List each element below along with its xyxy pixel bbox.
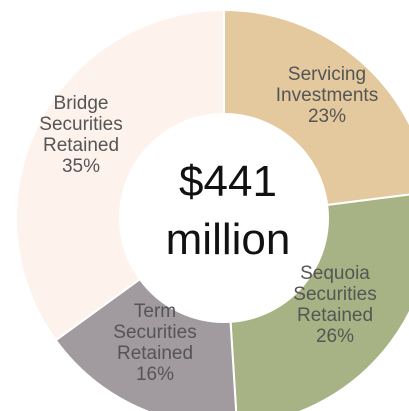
slice-label-line: Securities [113, 322, 196, 343]
slice-label-line: 35% [62, 156, 100, 177]
center-label-line: million [166, 215, 291, 264]
slice-label-servicing-investments: Servicing Investments 23% [276, 64, 378, 127]
slice-label-line: Bridge [54, 93, 109, 114]
slice-label-line: 23% [308, 106, 346, 127]
slice-sequoia-securities-retained [229, 193, 409, 411]
center-total-label: $441 million [166, 157, 291, 264]
slice-label-line: Sequoia [300, 263, 370, 284]
slice-label-line: Retained [117, 343, 193, 364]
slice-label-line: Retained [43, 135, 119, 156]
slice-label-line: Servicing [288, 64, 366, 85]
slice-term-securities-retained [54, 277, 238, 411]
slice-label-line: Investments [276, 85, 378, 106]
slice-label-term-securities-retained: Term Securities Retained 16% [113, 301, 196, 385]
slice-label-line: 26% [316, 326, 354, 347]
slice-label-line: Securities [293, 284, 376, 305]
slice-label-sequoia-securities-retained: Sequoia Securities Retained 26% [293, 263, 376, 347]
slice-label-line: Term [134, 301, 176, 322]
slice-label-line: Retained [297, 305, 373, 326]
slice-bridge-securities-retained [15, 8, 225, 342]
slice-label-line: Securities [39, 114, 122, 135]
slice-servicing-investments [223, 8, 409, 207]
center-label-line: $441 [179, 157, 277, 206]
slice-label-bridge-securities-retained: Bridge Securities Retained 35% [39, 93, 122, 177]
slice-label-line: 16% [136, 364, 174, 385]
